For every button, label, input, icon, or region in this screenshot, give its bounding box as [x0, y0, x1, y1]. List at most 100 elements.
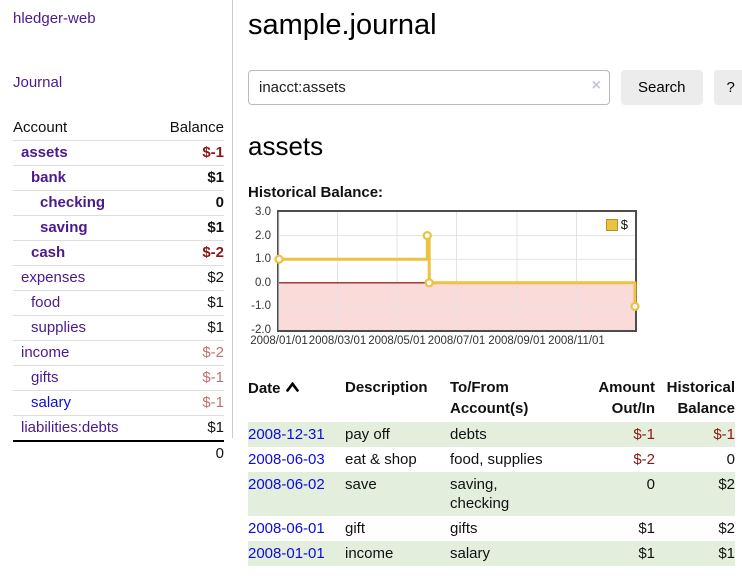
chart-plot-area: $ [274, 210, 640, 332]
txn-description: eat & shop [345, 451, 417, 468]
nav-journal-link[interactable]: Journal [13, 74, 63, 91]
y-tick-label: -2.0 [251, 324, 271, 336]
accounts-table: Account Balance assets $-1 bank $1 check… [13, 115, 224, 466]
register-row: 2008-12-31 pay off debts $-1 $-1 [248, 422, 735, 447]
accounts-total: 0 [152, 440, 224, 466]
txn-balance: $2 [718, 476, 735, 493]
y-tick-label: 2.0 [255, 229, 271, 242]
y-tick-label: 0.0 [255, 276, 271, 289]
help-button[interactable]: ? [713, 70, 742, 105]
register-header-row: Date Description To/From Account(s) Amou… [248, 374, 735, 422]
account-balance: 0 [152, 190, 224, 216]
txn-amount: 0 [646, 476, 655, 493]
account-link-checking[interactable]: checking [40, 194, 106, 211]
txn-accounts: gifts [450, 520, 478, 537]
balance-chart-canvas [274, 212, 640, 330]
account-balance: $-1 [152, 365, 224, 391]
account-row: gifts $-1 [13, 365, 224, 391]
account-row: assets $-1 [13, 140, 224, 166]
sort-ascending-icon [285, 377, 299, 398]
chart-y-labels: 3.0 2.0 1.0 0.0 -1.0 -2.0 [248, 206, 273, 336]
txn-balance: $-1 [713, 426, 735, 443]
legend-swatch [605, 218, 618, 231]
txn-balance: $2 [718, 520, 735, 537]
account-row: supplies $1 [13, 315, 224, 341]
txn-date-link[interactable]: 2008-01-01 [248, 545, 325, 562]
account-balance: $1 [152, 290, 224, 316]
account-link-income[interactable]: income [21, 344, 70, 361]
account-link-expenses[interactable]: expenses [21, 269, 86, 286]
txn-balance: $1 [718, 545, 735, 562]
txn-accounts: debts [450, 426, 487, 443]
txn-date-link[interactable]: 2008-06-02 [248, 476, 325, 493]
chart-legend: $ [603, 217, 630, 232]
account-link-food[interactable]: food [31, 294, 61, 311]
accounts-header-row: Account Balance [13, 115, 224, 141]
legend-label: $ [620, 217, 628, 232]
txn-date-link[interactable]: 2008-06-01 [248, 520, 325, 537]
accounts-header-balance: Balance [169, 119, 224, 136]
account-balance: $-1 [152, 140, 224, 166]
register-header-date[interactable]: Date [248, 374, 345, 422]
txn-amount: $1 [638, 520, 655, 537]
account-link-salary[interactable]: salary [31, 394, 72, 411]
txn-accounts: food, supplies [450, 451, 543, 468]
register-header-balance: Historical Balance [666, 379, 735, 417]
date-header-label: Date [248, 380, 281, 397]
accounts-header-account: Account [13, 119, 68, 136]
account-balance: $1 [152, 415, 224, 441]
account-balance: $2 [152, 265, 224, 291]
txn-date-link[interactable]: 2008-12-31 [248, 426, 325, 443]
txn-accounts: salary [450, 545, 491, 562]
x-tick-label: 2008/07/01 [427, 335, 486, 347]
txn-amount: $1 [638, 545, 655, 562]
account-row: expenses $2 [13, 265, 224, 291]
account-balance: $1 [152, 165, 224, 191]
x-tick-label: 2008/05/01 [368, 335, 426, 347]
sidebar: hledger-web Journal Account Balance asse… [0, 0, 233, 466]
register-table: Date Description To/From Account(s) Amou… [248, 374, 735, 566]
account-row: saving $1 [13, 215, 224, 241]
search-input[interactable] [248, 70, 610, 105]
account-row: food $1 [13, 290, 224, 316]
register-row: 2008-01-01 income salary $1 $1 [248, 541, 735, 566]
txn-description: save [345, 476, 377, 493]
account-row: income $-2 [13, 340, 224, 366]
x-tick-label: 2008/01/01 [250, 335, 308, 347]
y-tick-label: -1.0 [251, 300, 271, 313]
clear-search-icon[interactable]: × [591, 77, 601, 94]
chart-x-labels: 2008/01/01 2008/03/01 2008/05/01 2008/07/01… [250, 335, 635, 350]
txn-accounts: saving, checking [450, 476, 510, 512]
account-row: checking 0 [13, 190, 224, 216]
account-link-saving[interactable]: saving [40, 219, 88, 236]
x-tick-label: 2008/03/01 [308, 335, 367, 347]
account-link-assets[interactable]: assets [21, 144, 68, 161]
txn-description: gift [345, 520, 366, 537]
account-link-gifts[interactable]: gifts [31, 369, 59, 386]
account-link-supplies[interactable]: supplies [31, 319, 87, 336]
txn-date-link[interactable]: 2008-06-03 [248, 451, 325, 468]
register-row: 2008-06-03 eat & shop food, supplies $-2… [248, 447, 735, 472]
account-link-cash[interactable]: cash [31, 244, 66, 261]
account-heading: assets [248, 131, 324, 161]
account-balance: $-2 [152, 240, 224, 266]
txn-amount: $-1 [633, 426, 655, 443]
accounts-total-row: 0 [13, 440, 224, 466]
search-button[interactable]: Search [621, 70, 703, 105]
register-header-amount: Amount Out/In [598, 379, 655, 417]
account-balance: $1 [152, 315, 224, 341]
register-row: 2008-06-01 gift gifts $1 $2 [248, 516, 735, 541]
x-tick-label: 2008/11/01 [548, 335, 605, 347]
main-content: sample.journal × Search ? assets Histori… [233, 0, 742, 582]
account-link-liabilities-debts[interactable]: liabilities:debts [21, 419, 119, 436]
account-row: bank $1 [13, 165, 224, 191]
brand-link[interactable]: hledger-web [13, 10, 96, 27]
txn-description: income [345, 545, 394, 562]
account-balance: $-1 [152, 390, 224, 416]
account-link-bank[interactable]: bank [31, 169, 67, 186]
chart-title: Historical Balance: [248, 184, 384, 201]
page-title: sample.journal [248, 9, 437, 41]
account-balance: $1 [152, 215, 224, 241]
account-row: salary $-1 [13, 390, 224, 416]
account-row: cash $-2 [13, 240, 224, 266]
